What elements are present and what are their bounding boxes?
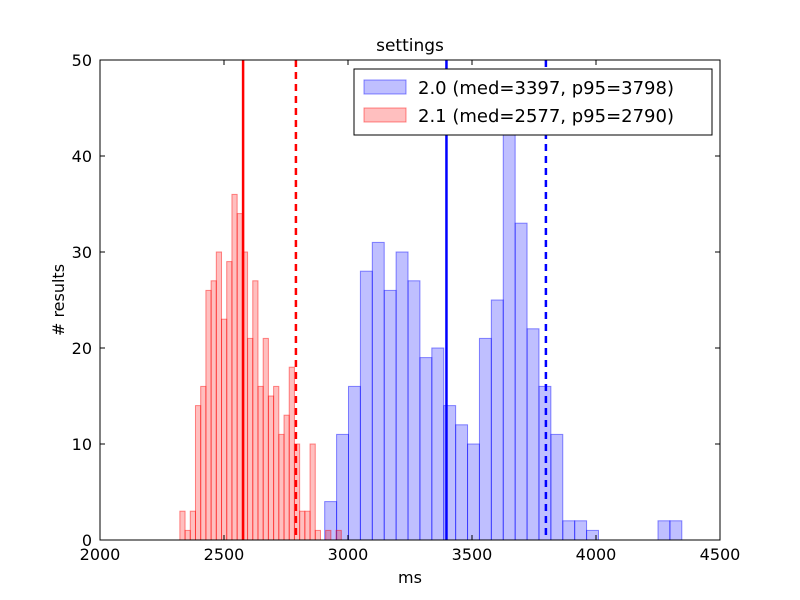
histogram-bar xyxy=(278,433,285,541)
histogram-bar xyxy=(478,337,492,541)
x-axis-label: ms xyxy=(398,568,422,587)
y-tick-label: 10 xyxy=(72,435,92,454)
histogram-bar xyxy=(325,529,332,541)
histogram-bar xyxy=(273,385,280,541)
histogram-bar xyxy=(236,213,243,541)
histogram-bar xyxy=(490,299,504,541)
plot-frame xyxy=(99,59,721,541)
histogram-bar xyxy=(262,337,269,541)
histogram-bar xyxy=(304,510,311,541)
legend-label: 2.0 (med=3397, p95=3798) xyxy=(418,78,674,99)
histogram-bar xyxy=(514,222,528,541)
histogram-bar xyxy=(526,328,540,541)
reference-lines-layer xyxy=(241,60,548,540)
x-tick-label: 4500 xyxy=(700,545,741,564)
histogram-bar xyxy=(210,280,217,541)
histogram-bar xyxy=(419,357,433,541)
histogram-bar xyxy=(407,280,421,541)
y-tick-label: 30 xyxy=(72,243,92,262)
histogram-bar xyxy=(455,424,469,541)
y-tick-label: 40 xyxy=(72,147,92,166)
y-axis-label: # results xyxy=(49,264,68,336)
histogram-bar xyxy=(335,529,342,541)
legend-swatch xyxy=(363,107,407,123)
histogram-bar xyxy=(467,443,480,541)
histogram-bar xyxy=(200,385,207,541)
histogram-bar xyxy=(347,385,361,541)
histogram-bar xyxy=(231,193,238,541)
histogram-bar xyxy=(194,405,202,541)
y-tick-label: 50 xyxy=(72,51,92,70)
x-tick-label: 2000 xyxy=(80,545,121,564)
bars-layer xyxy=(179,126,683,541)
histogram-bar xyxy=(574,520,588,541)
histogram-bar xyxy=(359,270,373,541)
y-tick-label: 0 xyxy=(82,531,92,550)
histogram-bar xyxy=(431,347,445,541)
histogram-bar xyxy=(247,337,254,541)
histogram-bar xyxy=(309,443,316,541)
histogram-bar xyxy=(252,280,259,541)
histogram-bar xyxy=(669,520,683,541)
x-tick-label: 4000 xyxy=(576,545,617,564)
histogram-bar xyxy=(314,529,321,541)
legend-box xyxy=(353,68,713,136)
ticks-layer: 2000 2500 3000 3500 4000 4500 0 10 20 30 40 50 xyxy=(72,51,741,564)
legend: 2.0 (med=3397, p95=3798) 2.1 (med=2577, p… xyxy=(353,68,713,136)
histogram-bar xyxy=(184,529,191,541)
histogram-bar xyxy=(179,510,186,541)
histogram-bar xyxy=(221,318,228,541)
histogram-bar xyxy=(657,520,671,541)
histogram-bar xyxy=(205,289,212,541)
histogram-bar xyxy=(383,289,397,541)
histogram-bar xyxy=(215,251,223,541)
histogram-bar xyxy=(267,395,275,541)
histogram-bar xyxy=(502,126,516,541)
histogram-bar xyxy=(586,529,599,541)
histogram-bar xyxy=(371,241,385,541)
histogram-bar xyxy=(226,261,233,541)
histogram-bar xyxy=(283,414,290,541)
histogram-bar xyxy=(562,520,576,541)
x-tick-label: 2500 xyxy=(204,545,245,564)
histogram-bar xyxy=(189,510,196,541)
y-tick-label: 20 xyxy=(72,339,92,358)
x-tick-label: 3500 xyxy=(452,545,493,564)
histogram-bar xyxy=(299,510,306,541)
histogram-bar xyxy=(288,366,295,541)
x-tick-label: 3000 xyxy=(328,545,369,564)
histogram-bar xyxy=(257,385,264,541)
chart-title: settings xyxy=(376,36,444,56)
legend-label: 2.1 (med=2577, p95=2790) xyxy=(418,106,674,127)
histogram-bar xyxy=(550,433,564,541)
histogram-bar xyxy=(336,433,349,541)
histogram-bar xyxy=(395,251,409,541)
legend-swatch xyxy=(363,79,407,95)
